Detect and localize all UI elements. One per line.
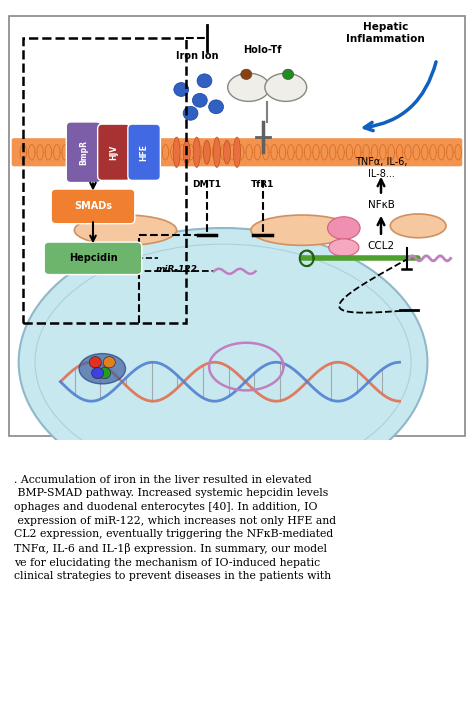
Text: . Accumulation of iron in the liver resulted in elevated
 BMP-SMAD pathway. Incr: . Accumulation of iron in the liver resu… (14, 475, 336, 581)
Circle shape (89, 357, 101, 368)
Text: SMADs: SMADs (74, 201, 112, 212)
FancyBboxPatch shape (66, 122, 101, 183)
Circle shape (103, 357, 115, 368)
FancyBboxPatch shape (12, 138, 462, 166)
FancyArrowPatch shape (365, 62, 436, 131)
Text: BmpR: BmpR (79, 140, 88, 165)
Text: TNFα, IL-6,
IL-8...: TNFα, IL-6, IL-8... (355, 157, 407, 179)
Circle shape (183, 106, 198, 121)
Circle shape (209, 100, 224, 114)
Circle shape (174, 82, 189, 97)
Circle shape (197, 74, 212, 88)
Ellipse shape (223, 140, 230, 164)
Circle shape (91, 367, 104, 379)
Ellipse shape (79, 354, 126, 384)
Ellipse shape (228, 73, 270, 101)
Ellipse shape (173, 137, 180, 168)
Text: HJV: HJV (109, 144, 118, 160)
Circle shape (192, 93, 207, 108)
FancyBboxPatch shape (98, 124, 130, 180)
Text: Hepatic
Inflammation: Hepatic Inflammation (346, 22, 425, 44)
Text: TfR1: TfR1 (251, 180, 274, 189)
Text: Hepcidin: Hepcidin (69, 253, 117, 264)
Ellipse shape (74, 215, 177, 245)
FancyBboxPatch shape (128, 124, 160, 180)
Ellipse shape (390, 214, 446, 238)
Circle shape (283, 69, 294, 79)
FancyBboxPatch shape (9, 16, 465, 436)
Text: NFκB: NFκB (367, 200, 394, 210)
Ellipse shape (251, 215, 353, 245)
Text: CCL2: CCL2 (367, 241, 394, 251)
Ellipse shape (203, 140, 210, 164)
Ellipse shape (328, 217, 360, 239)
Text: miR-122: miR-122 (155, 265, 198, 274)
Ellipse shape (183, 140, 190, 164)
FancyBboxPatch shape (44, 242, 142, 274)
FancyBboxPatch shape (51, 189, 135, 224)
Circle shape (241, 69, 252, 79)
Ellipse shape (234, 137, 240, 168)
Ellipse shape (213, 137, 220, 168)
Ellipse shape (329, 239, 359, 256)
Text: DMT1: DMT1 (192, 180, 221, 189)
Text: HFE: HFE (140, 144, 148, 161)
Ellipse shape (265, 73, 307, 101)
Circle shape (99, 367, 110, 379)
Ellipse shape (193, 137, 200, 168)
Text: Holo-Tf: Holo-Tf (243, 45, 282, 55)
Text: Iron Ion: Iron Ion (176, 51, 219, 61)
Ellipse shape (18, 228, 428, 497)
